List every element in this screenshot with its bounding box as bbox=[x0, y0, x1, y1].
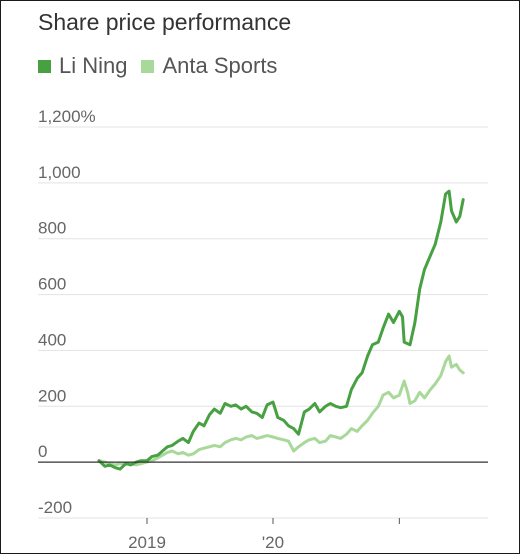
chart-legend: Li Ning Anta Sports bbox=[38, 53, 291, 79]
y-tick-label: 400 bbox=[38, 330, 66, 349]
x-tick-label: 2019 bbox=[128, 533, 166, 552]
series-line-anta-sports bbox=[97, 354, 465, 467]
legend-swatch-anta-sports bbox=[141, 59, 155, 73]
y-tick-label: -200 bbox=[38, 498, 72, 517]
y-tick-label: 1,200% bbox=[38, 107, 96, 126]
legend-swatch-li-ning bbox=[38, 59, 51, 73]
x-tick-label: '20 bbox=[262, 533, 284, 552]
legend-label-li-ning: Li Ning bbox=[59, 53, 128, 78]
y-tick-label: 600 bbox=[38, 275, 66, 294]
legend-label-anta-sports: Anta Sports bbox=[162, 53, 278, 78]
y-tick-label: 800 bbox=[38, 219, 66, 238]
legend-item-li-ning: Li Ning bbox=[38, 53, 127, 79]
y-tick-label: 200 bbox=[38, 386, 66, 405]
y-tick-label: 1,000 bbox=[38, 163, 81, 182]
y-tick-label: 0 bbox=[38, 442, 47, 461]
chart-title: Share price performance bbox=[38, 9, 292, 35]
legend-item-anta-sports: Anta Sports bbox=[141, 53, 277, 79]
series-line-li-ning bbox=[97, 189, 465, 471]
